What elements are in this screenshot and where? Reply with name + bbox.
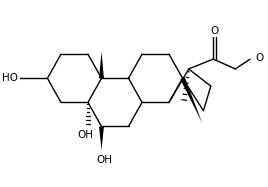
Polygon shape [180,77,202,123]
Text: OH: OH [77,130,94,140]
Text: OH: OH [96,155,112,165]
Polygon shape [99,52,104,78]
Text: O: O [255,53,264,63]
Text: O: O [210,26,219,36]
Text: HO: HO [2,73,18,83]
Polygon shape [99,126,104,151]
